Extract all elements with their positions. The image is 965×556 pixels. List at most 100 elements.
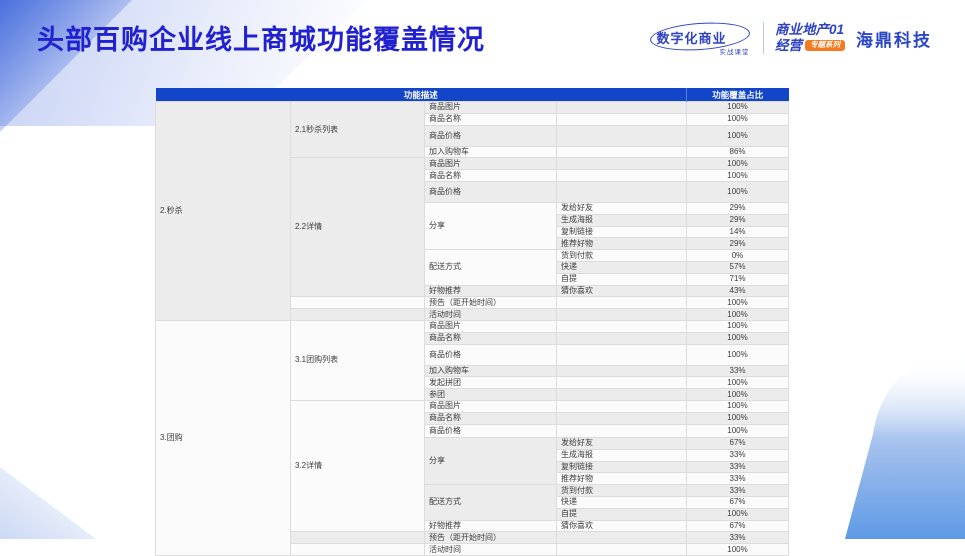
subfeature-cell	[555, 101, 688, 114]
table-row: 复制链接 14%	[156, 225, 790, 239]
digital-commerce-logo-text: 数字化商业	[656, 31, 727, 46]
subfeature-cell	[555, 331, 688, 345]
feature-cell: 加入购物车	[424, 145, 557, 159]
table-row: 自提 71%	[156, 272, 790, 286]
subfeature-cell: 猜你喜欢	[555, 284, 688, 298]
feature-cell: 活动时间	[424, 543, 557, 556]
subfeature-cell: 发给好友	[555, 437, 688, 450]
coverage-pct-cell: 100%	[686, 112, 790, 126]
subfeature-cell	[555, 319, 688, 333]
coverage-pct-cell: 100%	[686, 507, 790, 521]
brand-divider	[762, 22, 764, 54]
coverage-table-header: 功能描述 功能覆盖占比	[155, 88, 789, 102]
table-row: 快递 57%	[156, 260, 790, 274]
table-row: 推荐好物 29%	[156, 237, 790, 251]
feature-cell: 商品名称	[424, 331, 557, 345]
feature-cell: 好物推荐	[424, 519, 557, 533]
table-row: 生成海报 29%	[156, 213, 790, 227]
feature-cell: 预告（距开始时间）	[424, 296, 557, 310]
group-cell	[290, 543, 425, 556]
table-row: 商品价格 100%	[156, 180, 790, 203]
coverage-pct-cell: 43%	[686, 284, 790, 298]
table-row: 发起拼团 100%	[156, 376, 790, 390]
coverage-pct-cell: 100%	[686, 124, 790, 147]
feature-cell: 分享	[424, 437, 557, 486]
subfeature-cell	[555, 112, 688, 126]
subfeature-cell	[555, 157, 688, 171]
group-cell	[290, 308, 425, 321]
subfeature-cell: 快递	[555, 496, 688, 509]
header-cell-description: 功能描述	[155, 88, 687, 102]
table-row: 活动时间 100%	[156, 308, 790, 321]
coverage-pct-cell: 0%	[686, 249, 790, 262]
coverage-pct-cell: 86%	[686, 145, 790, 159]
coverage-pct-cell: 29%	[686, 213, 790, 227]
coverage-pct-cell: 100%	[686, 308, 790, 321]
feature-cell: 商品价格	[424, 124, 557, 147]
group-cell	[290, 296, 425, 310]
subfeature-cell: 货到付款	[555, 249, 688, 262]
feature-cell: 商品图片	[424, 319, 557, 333]
digital-commerce-logo-subtext: 实战课堂	[719, 49, 750, 56]
subfeature-cell: 复制链接	[555, 225, 688, 239]
coverage-pct-cell: 29%	[686, 237, 790, 251]
feature-cell: 配送方式	[424, 249, 557, 286]
subfeature-cell: 发给好友	[555, 201, 688, 215]
coverage-pct-cell: 100%	[686, 331, 790, 345]
coverage-table: 功能描述 功能覆盖占比 2.秒杀 2.1秒杀列表 商品图片 100% 商品名称 100% 商…	[155, 88, 790, 556]
table-row: 加入购物车 86%	[156, 145, 790, 159]
coverage-pct-cell: 100%	[686, 543, 790, 556]
subfeature-cell: 货到付款	[555, 484, 688, 498]
series-logo-line1: 商业地产01	[775, 22, 845, 38]
table-row: 商品价格 100%	[156, 343, 790, 366]
subfeature-cell	[555, 376, 688, 390]
coverage-pct-cell: 67%	[686, 496, 790, 509]
coverage-pct-cell: 33%	[686, 364, 790, 378]
feature-cell: 商品图片	[424, 157, 557, 171]
corner-decoration-bottom-left	[0, 467, 96, 539]
coverage-pct-cell: 100%	[686, 423, 790, 439]
feature-cell: 商品价格	[424, 423, 557, 439]
series-logo: 商业地产01 经营 专题系列	[775, 22, 845, 53]
coverage-pct-cell: 100%	[686, 157, 790, 171]
coverage-pct-cell: 33%	[686, 484, 790, 498]
coverage-pct-cell: 100%	[686, 388, 790, 401]
coverage-pct-cell: 100%	[686, 296, 790, 310]
table-row: 配送方式 货到付款 33%	[156, 484, 790, 521]
series-logo-word: 经营	[775, 38, 802, 53]
coverage-pct-cell: 100%	[686, 376, 790, 390]
header-cell-coverage: 功能覆盖占比	[686, 88, 789, 102]
group-cell	[290, 531, 425, 545]
group-cell: 2.2详情	[290, 157, 425, 298]
coverage-pct-cell: 67%	[686, 437, 790, 450]
brand-logos: 数字化商业 实战课堂 商业地产01 经营 专题系列 海鼎科技	[648, 19, 933, 57]
group-cell: 2.1秒杀列表	[290, 100, 425, 159]
subfeature-cell	[555, 388, 688, 401]
subfeature-cell	[555, 543, 688, 556]
subfeature-cell	[555, 124, 688, 147]
table-row: 预告（距开始时间） 100%	[156, 296, 790, 310]
subfeature-cell	[555, 308, 688, 321]
corner-decoration-bottom-right	[845, 356, 965, 539]
feature-cell: 分享	[424, 201, 557, 251]
table-row: 快递 67%	[156, 496, 790, 509]
table-row: 参团 100%	[156, 388, 790, 401]
subfeature-cell: 自提	[555, 272, 688, 286]
table-row: 好物推荐 猜你喜欢 43%	[156, 284, 790, 298]
subfeature-cell	[555, 180, 688, 203]
header-row: 功能描述 功能覆盖占比	[155, 88, 789, 102]
group-cell: 3.2详情	[290, 399, 425, 533]
table-row: 好物推荐 猜你喜欢 67%	[156, 519, 790, 533]
table-row: 生成海报 33%	[156, 448, 790, 462]
table-row: 2.秒杀 2.1秒杀列表 商品图片 100%	[155, 100, 790, 321]
table-row: 加入购物车 33%	[156, 364, 790, 378]
subfeature-cell	[555, 169, 688, 182]
coverage-pct-cell: 14%	[686, 225, 790, 239]
feature-cell: 加入购物车	[424, 364, 557, 378]
feature-cell: 发起拼团	[424, 376, 557, 390]
subfeature-cell: 快递	[555, 260, 688, 274]
subfeature-cell: 自提	[555, 507, 688, 521]
coverage-pct-cell: 33%	[686, 448, 790, 462]
table-row: 配送方式 货到付款 0%	[156, 249, 790, 286]
